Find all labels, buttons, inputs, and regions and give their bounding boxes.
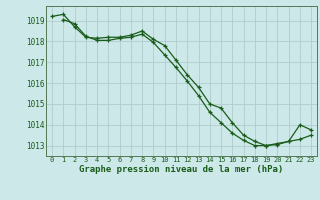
X-axis label: Graphe pression niveau de la mer (hPa): Graphe pression niveau de la mer (hPa): [79, 165, 284, 174]
